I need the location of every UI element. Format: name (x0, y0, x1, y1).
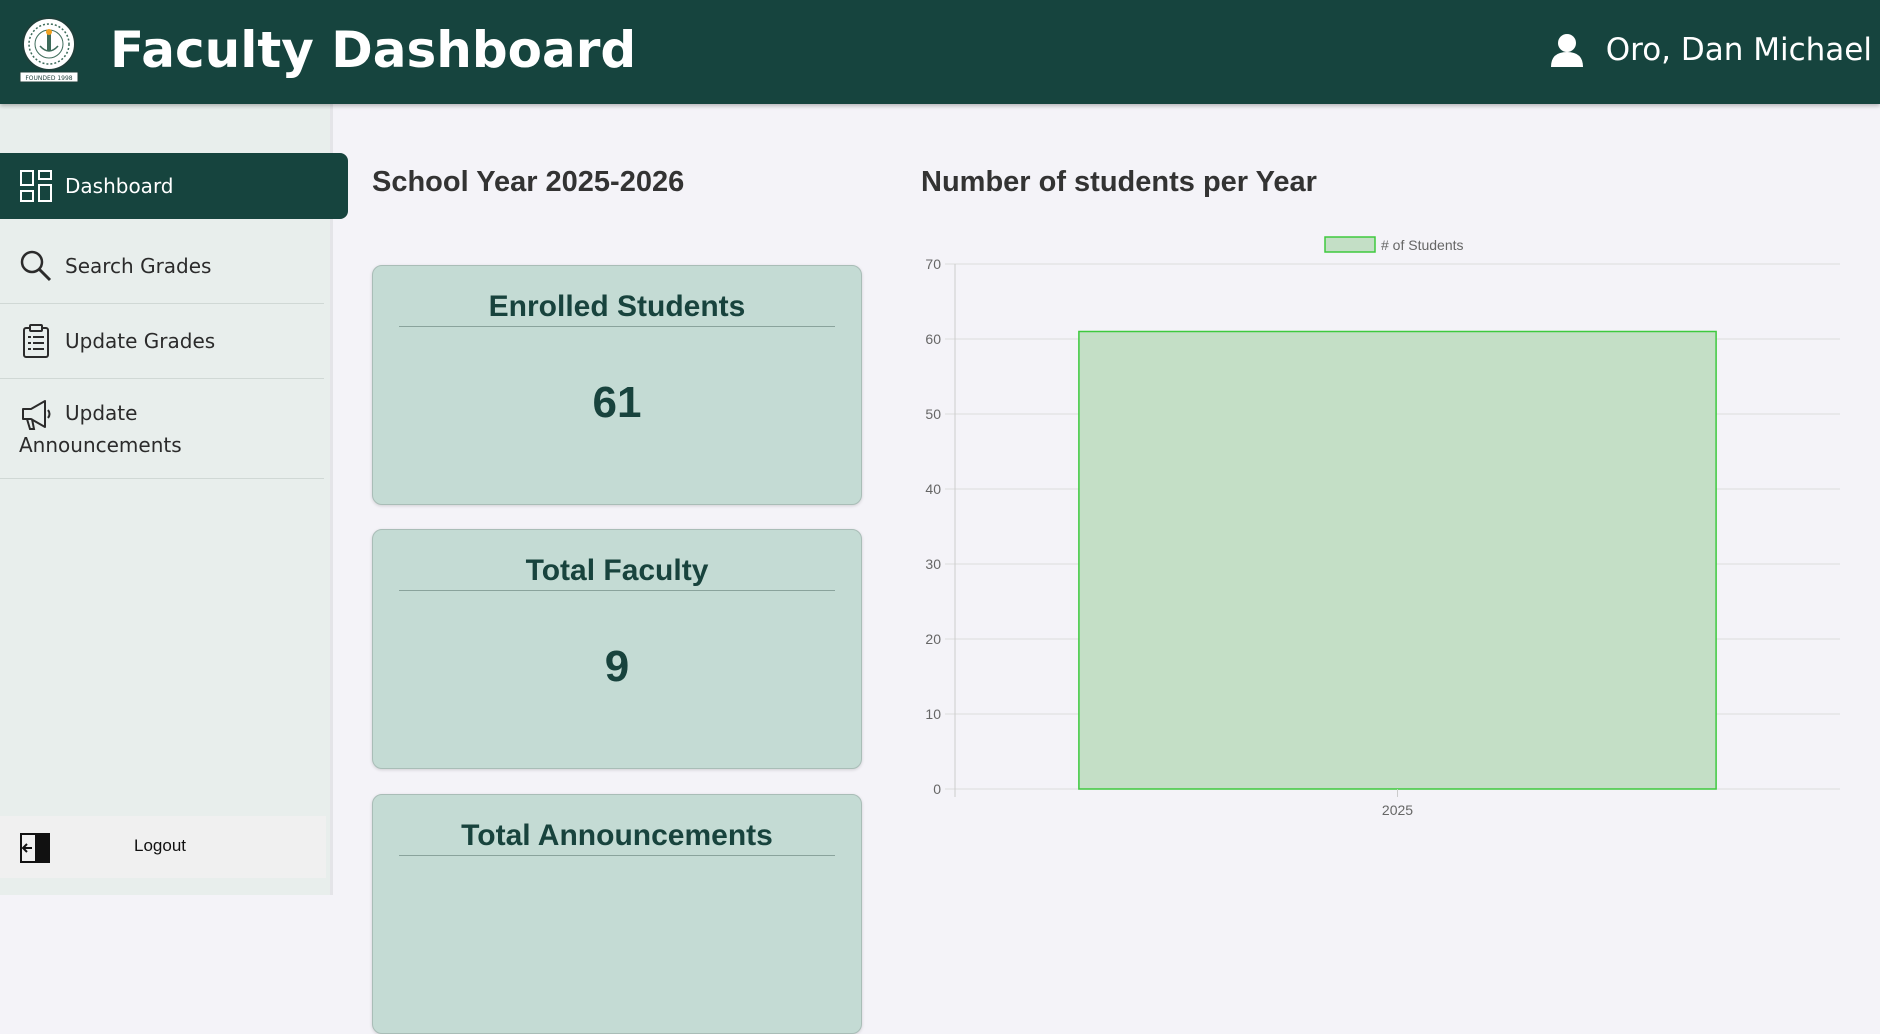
x-tick-label: 2025 (1382, 802, 1413, 818)
user-profile[interactable]: Oro, Dan Michael (1550, 28, 1872, 72)
y-tick-label: 40 (925, 481, 941, 497)
sidebar: Dashboard Search Grades Update Grades (0, 104, 348, 895)
school-logo-icon: FOUNDED 1998 (19, 17, 79, 83)
user-icon (1550, 34, 1583, 67)
dashboard-grid-icon (20, 170, 52, 202)
y-tick-label: 30 (925, 556, 941, 572)
card-value: 61 (592, 378, 642, 427)
card-label: Total Faculty (399, 554, 835, 591)
card-label: Enrolled Students (399, 290, 835, 327)
card-value: 9 (604, 642, 630, 691)
y-tick-label: 20 (925, 631, 941, 647)
sidebar-item-dashboard[interactable]: Dashboard (0, 153, 348, 219)
sidebar-item-label: Update Grades (65, 329, 216, 353)
megaphone-icon (22, 400, 51, 430)
top-header: FOUNDED 1998 Faculty Dashboard Oro, Dan … (0, 0, 1880, 104)
y-tick-label: 0 (933, 781, 941, 797)
logout-button[interactable]: Logout (0, 816, 326, 878)
logout-label: Logout (134, 836, 186, 855)
card-label: Total Announcements (399, 819, 835, 856)
sidebar-item-search-grades[interactable]: Search Grades (0, 228, 324, 304)
legend-swatch (1324, 236, 1376, 253)
sidebar-item-update-grades[interactable]: Update Grades (0, 304, 324, 379)
logout-icon (20, 833, 50, 863)
search-icon (20, 250, 52, 281)
students-per-year-chart: 0 10 20 30 40 50 60 70 2025 # of Students (925, 236, 1840, 818)
y-tick-label: 60 (925, 331, 941, 347)
card-enrolled-students: Enrolled Students 61 (372, 265, 862, 505)
sidebar-item-label-line1: Update (65, 401, 138, 425)
y-tick-label: 70 (925, 256, 941, 272)
legend-label: # of Students (1381, 237, 1464, 253)
user-name: Oro, Dan Michael (1605, 32, 1872, 68)
school-year-title: School Year 2025-2026 (372, 166, 685, 198)
y-tick-label: 50 (925, 406, 941, 422)
app-title: Faculty Dashboard (110, 21, 637, 79)
sidebar-item-label-line2: Announcements (19, 433, 182, 457)
y-tick-label: 10 (925, 706, 941, 722)
chart-title: Number of students per Year (921, 166, 1317, 198)
card-total-announcements: Total Announcements (372, 794, 862, 1034)
bar-2025 (1078, 330, 1717, 790)
sidebar-item-label: Search Grades (65, 253, 212, 278)
sidebar-item-update-announcements[interactable]: Update Announcements (0, 379, 324, 479)
clipboard-icon (23, 324, 49, 358)
sidebar-item-label: Dashboard (65, 174, 174, 198)
logo-founded-text: FOUNDED 1998 (25, 75, 72, 82)
card-total-faculty: Total Faculty 9 (372, 529, 862, 769)
